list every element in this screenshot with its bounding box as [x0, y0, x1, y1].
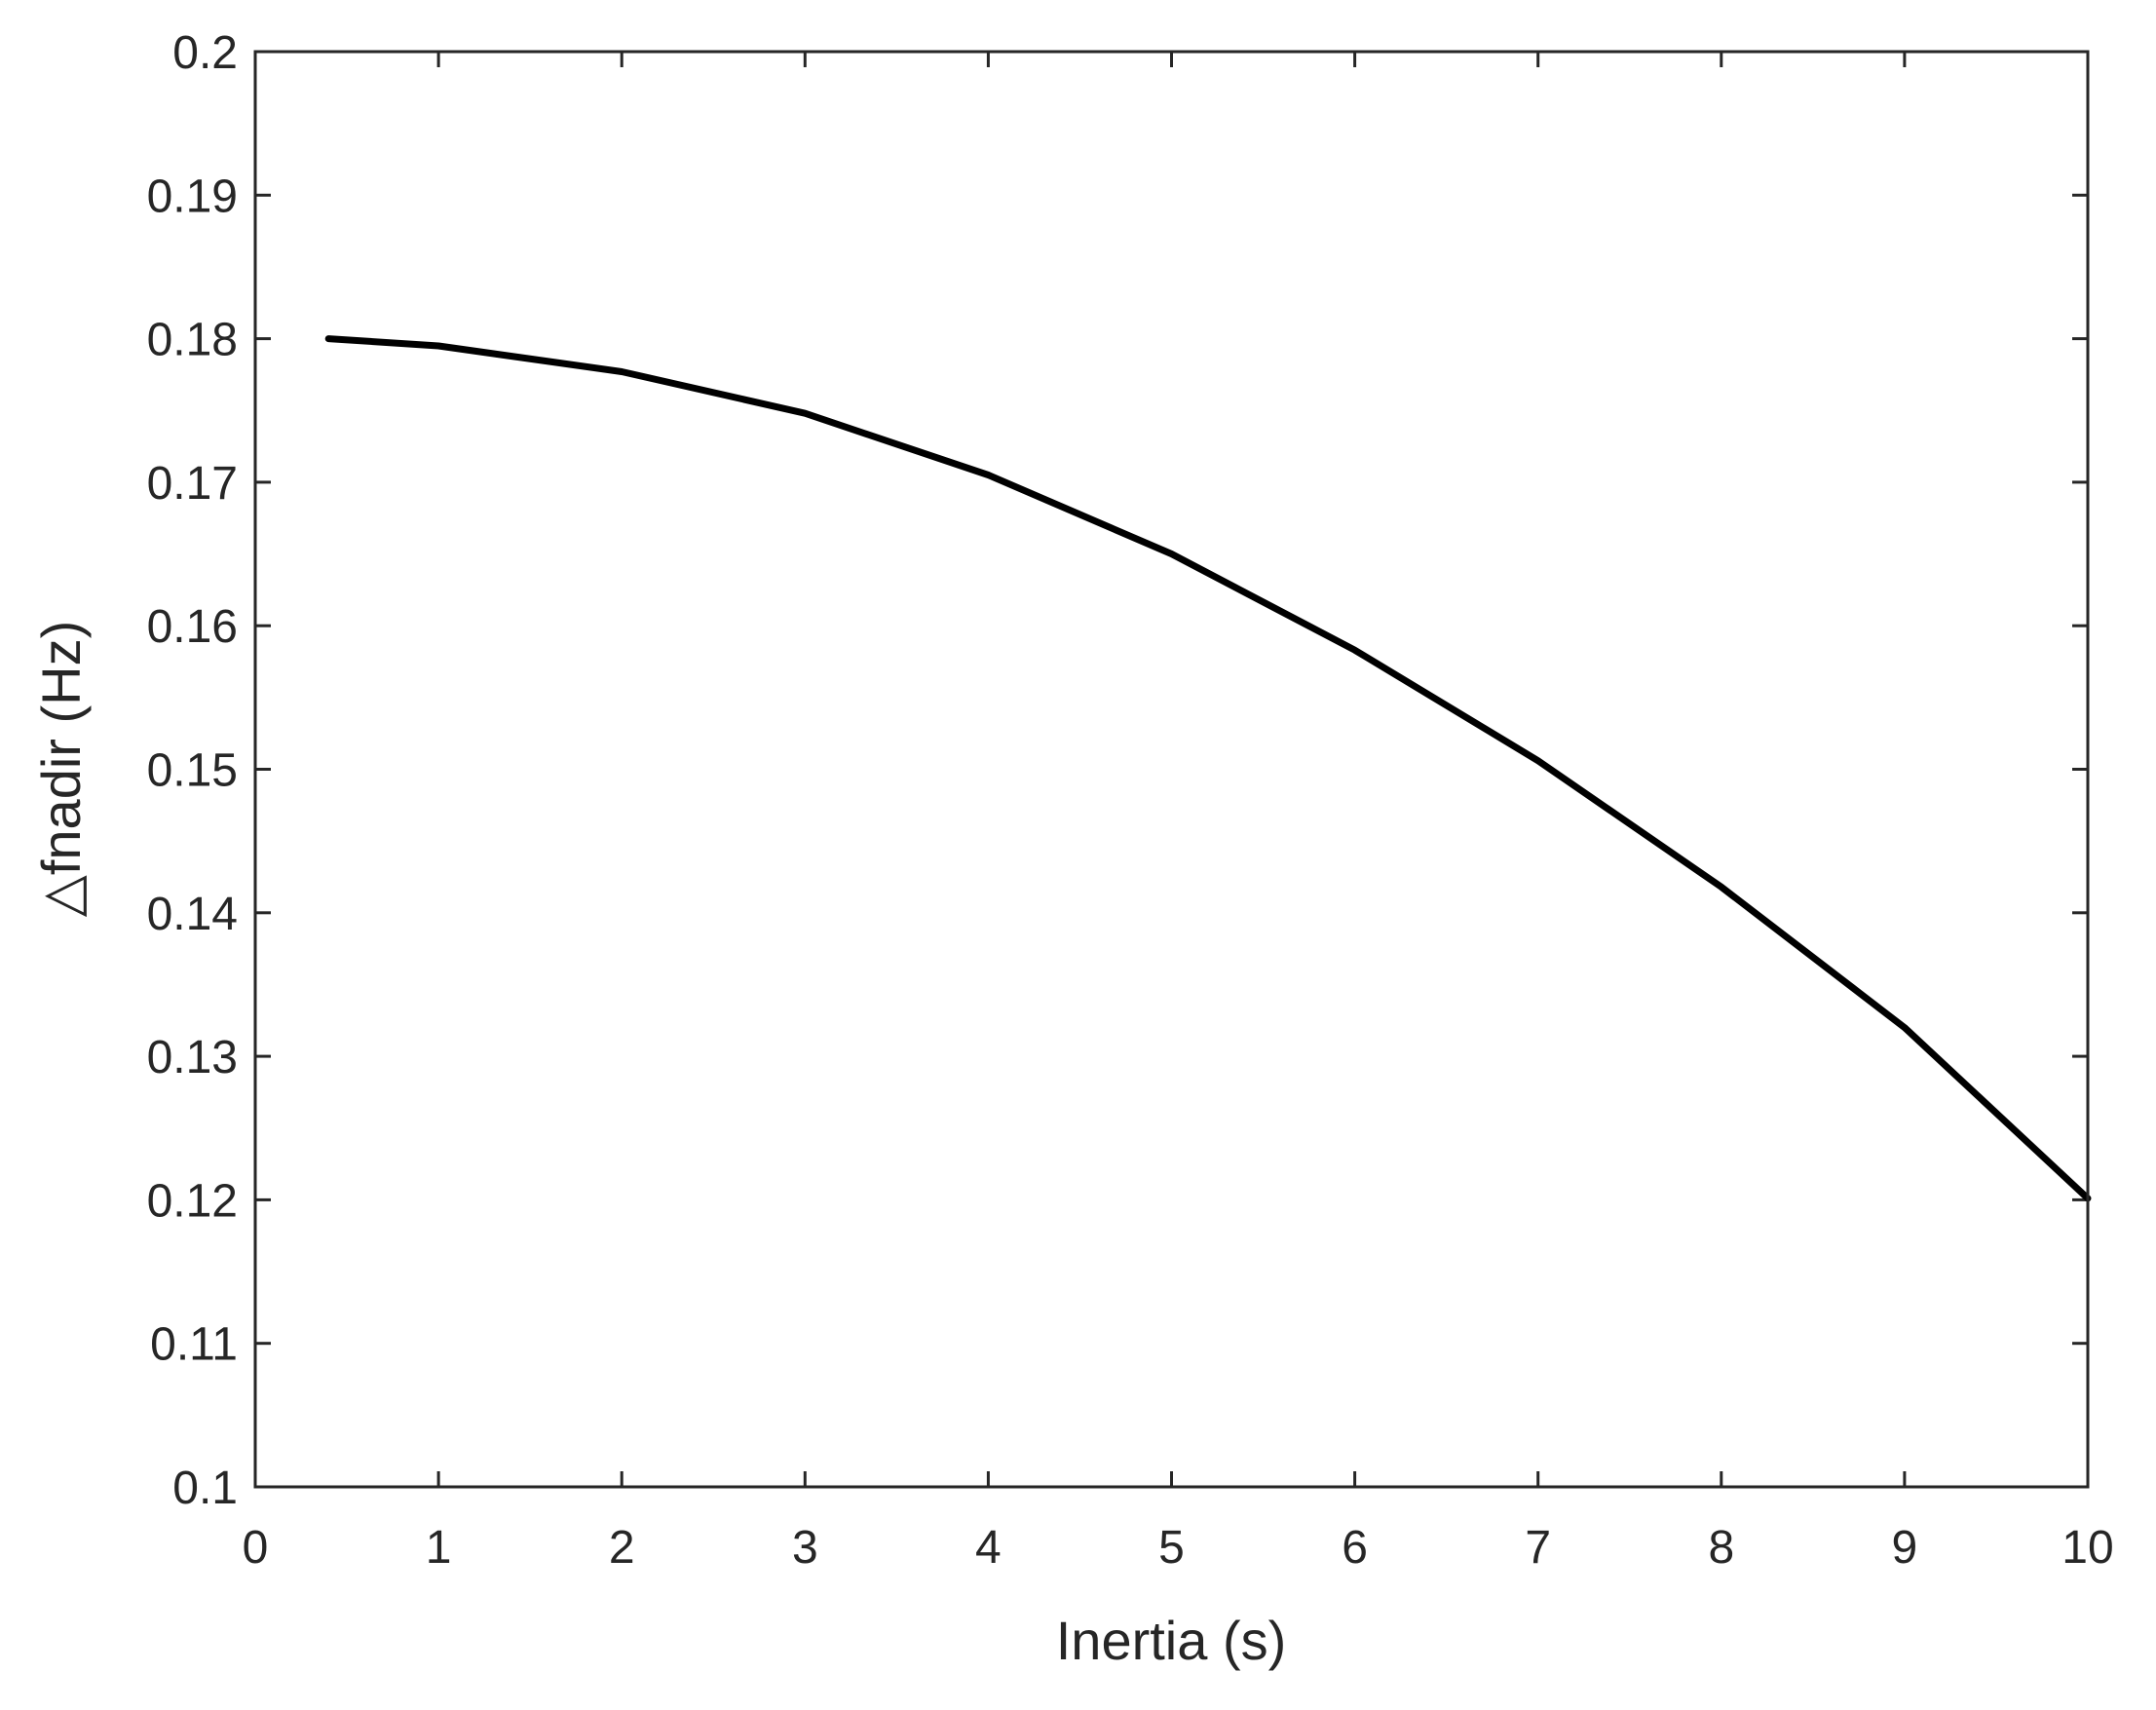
x-tick-label: 6 [1342, 1522, 1368, 1574]
y-tick-label: 0.18 [147, 315, 238, 366]
x-tick-label: 8 [1708, 1522, 1734, 1574]
y-tick-label: 0.17 [147, 458, 238, 510]
y-tick-label: 0.2 [172, 27, 238, 79]
x-tick-label: 10 [2061, 1522, 2113, 1574]
plot-area [255, 52, 2088, 1487]
y-tick-label: 0.12 [147, 1175, 238, 1227]
y-tick-label: 0.16 [147, 601, 238, 653]
series-layer [324, 335, 2092, 1202]
y-tick-label: 0.19 [147, 171, 238, 222]
x-tick-label: 9 [1892, 1522, 1918, 1574]
y-tick-label: 0.1 [172, 1463, 238, 1514]
x-tick-label: 2 [609, 1522, 635, 1574]
y-tick-label: 0.13 [147, 1032, 238, 1083]
y-tick-label: 0.15 [147, 745, 238, 797]
plot-frame [253, 50, 2090, 1489]
x-tick-label: 7 [1525, 1522, 1551, 1574]
x-tick-label: 4 [975, 1522, 1002, 1574]
x-tick-label: 5 [1158, 1522, 1185, 1574]
x-tick-label: 0 [243, 1522, 269, 1574]
y-tick-label: 0.11 [150, 1319, 238, 1371]
series-line-0 [324, 335, 2092, 1202]
x-tick-label: 3 [792, 1522, 818, 1574]
tick-labels: 0 1 2 3 4 5 6 7 8 9 10 0.1 0.11 0.12 0.13 0.14 0.15 0.16 0… [147, 27, 2114, 1574]
y-axis-label: △fnadir (Hz) [30, 621, 92, 917]
x-axis-label: Inertia (s) [1056, 1610, 1287, 1671]
x-tick-label: 1 [426, 1522, 452, 1574]
y-tick-label: 0.14 [147, 889, 238, 940]
